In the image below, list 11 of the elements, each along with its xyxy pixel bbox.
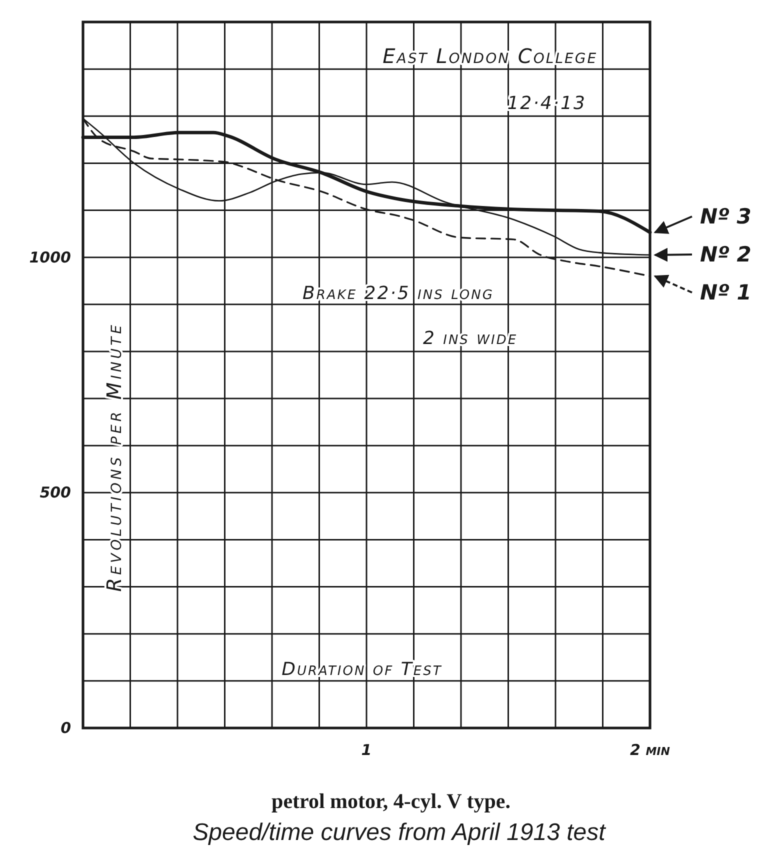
legend-label: Nº 2 — [700, 242, 752, 267]
y-tick-label: 1000 — [29, 248, 71, 266]
y-tick-label: 500 — [40, 484, 71, 502]
x-tick-label: 1 — [361, 741, 372, 759]
legend-label: Nº 1 — [700, 280, 752, 305]
legend-label: Nº 3 — [700, 204, 752, 229]
text: petrol motor, 4-cyl. V type. — [272, 789, 510, 813]
y-axis-title: Revolutions per Minute — [102, 322, 126, 592]
text: Speed/time curves from April 1913 test — [192, 819, 607, 846]
y-tick-label: 0 — [60, 719, 71, 737]
x-tick-label: 2 min — [630, 741, 670, 759]
